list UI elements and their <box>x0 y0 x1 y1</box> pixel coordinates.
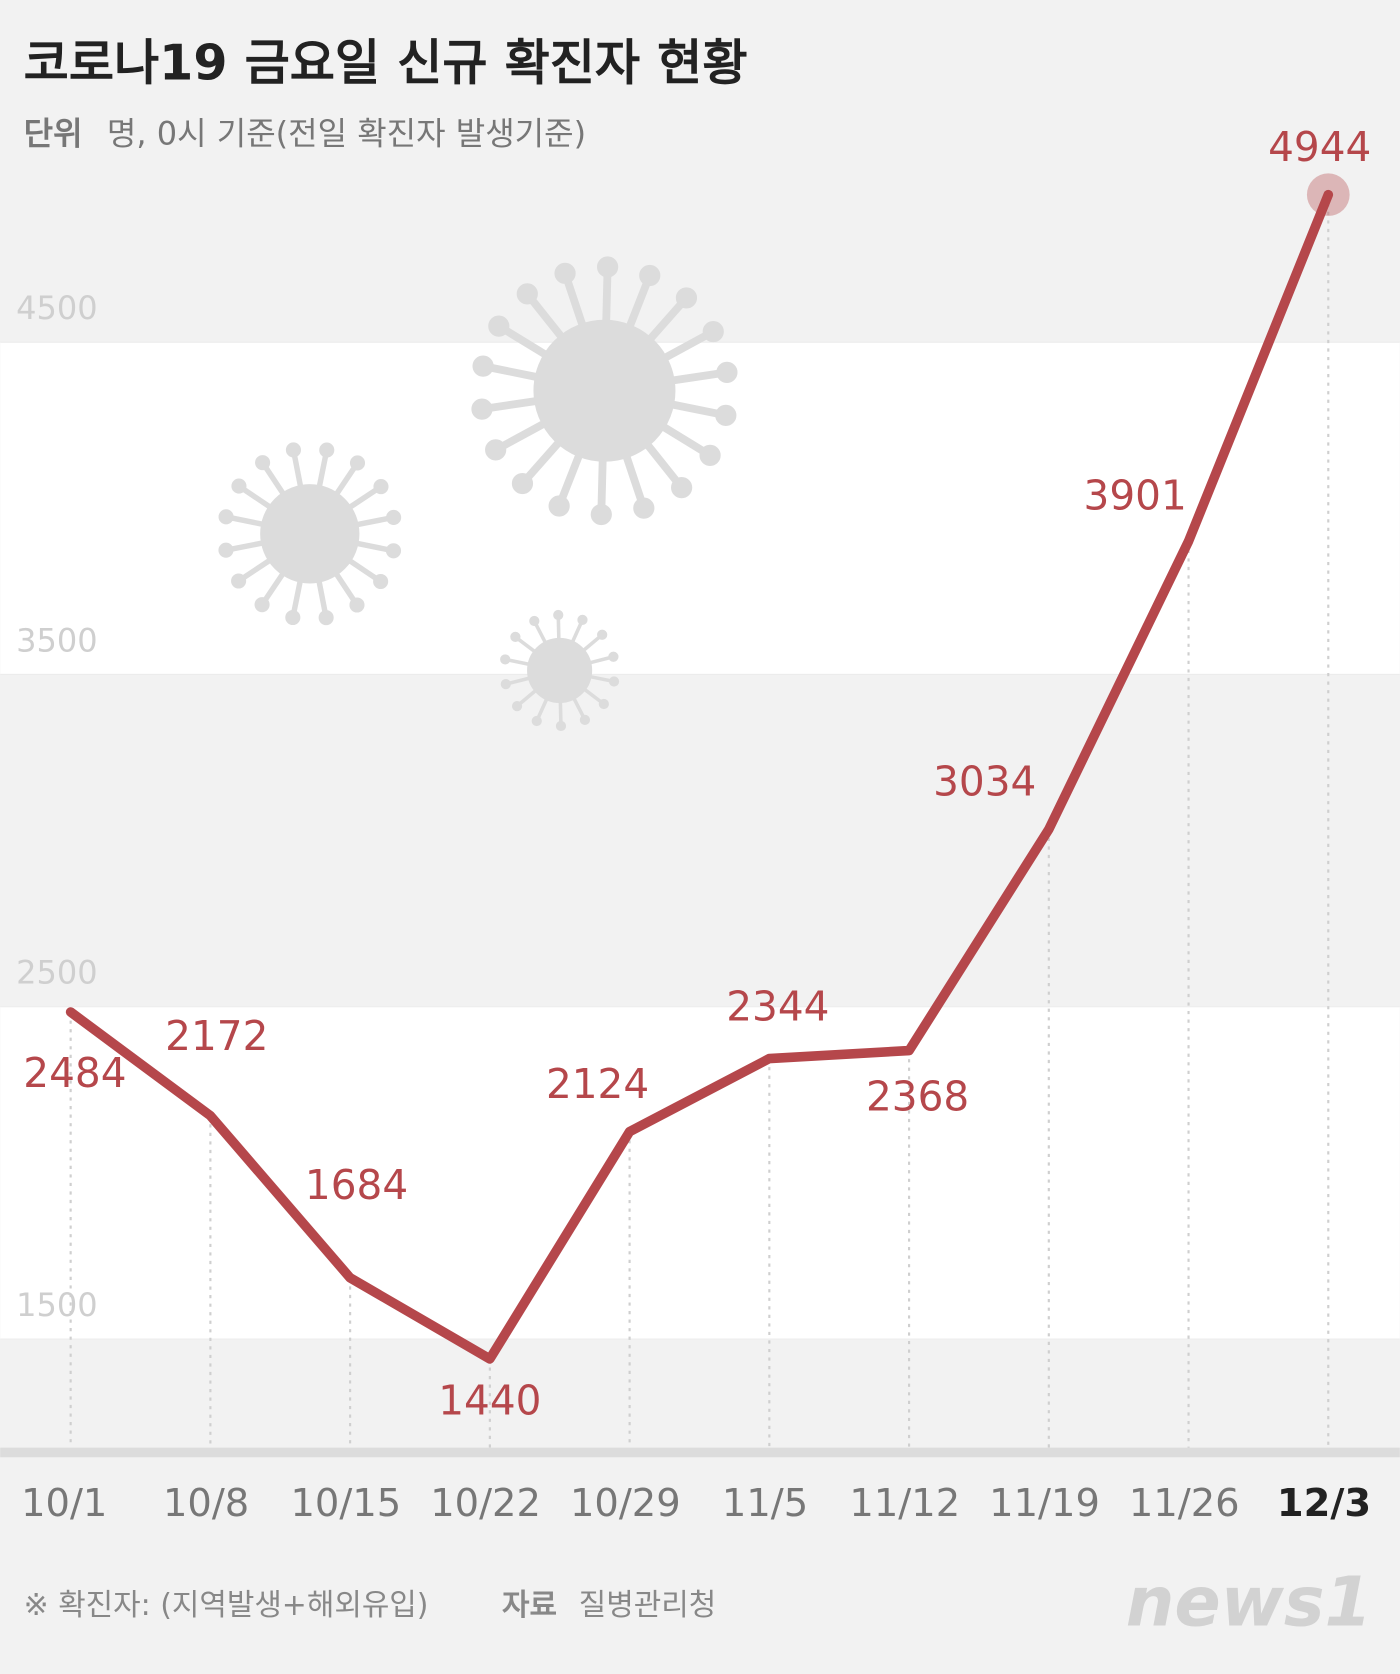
source-label: 자료 <box>502 1588 557 1623</box>
virus-tip <box>699 444 721 466</box>
virus-tip <box>597 629 608 640</box>
virus-tip <box>386 509 402 525</box>
x-tick-label: 10/1 <box>21 1481 107 1526</box>
virus-tip <box>511 472 534 495</box>
data-label: 2124 <box>546 1060 649 1108</box>
virus-tip <box>598 698 609 710</box>
virus-body <box>527 637 593 704</box>
virus-tip <box>716 361 738 383</box>
virus-tip <box>554 262 576 284</box>
data-label: 4944 <box>1268 123 1371 171</box>
source: 질병관리청 <box>579 1588 716 1623</box>
virus-tip <box>510 631 521 643</box>
y-tick-label: 2500 <box>16 954 97 992</box>
unit-label: 단위 <box>24 115 83 153</box>
virus-tip <box>639 264 661 287</box>
band <box>0 1006 1400 1339</box>
data-label: 2484 <box>23 1049 126 1097</box>
logo: news1 <box>1126 1563 1372 1642</box>
virus-tip <box>702 320 724 343</box>
virus-tip <box>633 497 655 519</box>
virus-tip <box>349 597 365 613</box>
highlight-point <box>1306 173 1350 217</box>
data-label: 2368 <box>866 1073 969 1121</box>
virus-tip <box>373 573 389 590</box>
virus-tip <box>608 651 619 662</box>
virus-tip <box>485 439 507 461</box>
virus-tip <box>553 609 564 621</box>
virus-tip <box>472 355 494 377</box>
line <box>65 189 1334 1364</box>
virus-tip <box>511 701 523 712</box>
virus-tip <box>349 455 366 471</box>
virus-body <box>260 484 360 584</box>
virus-tip <box>671 477 693 499</box>
virus-tip <box>488 315 510 337</box>
virus-tip <box>500 679 511 690</box>
virus-tip <box>218 509 234 525</box>
data-label: 3034 <box>933 757 1036 805</box>
virus-tip <box>231 573 247 589</box>
x-tick-label: 10/29 <box>570 1481 681 1526</box>
virus-tip <box>500 654 511 665</box>
y-tick-label: 1500 <box>16 1286 97 1324</box>
note: ※ 확진자: (지역발생+해외유입) <box>24 1588 429 1623</box>
virus-tip <box>715 404 737 426</box>
virus-tip <box>597 256 619 278</box>
virus-tip <box>548 495 570 517</box>
subtitle: 명, 0시 기준(전일 확진자 발생기준) <box>107 115 586 153</box>
data-label: 2344 <box>726 982 829 1030</box>
virus-tip <box>608 676 620 687</box>
virus-tip <box>373 479 389 495</box>
data-label: 2172 <box>165 1012 268 1060</box>
x-tick-label: 11/12 <box>849 1481 960 1526</box>
virus-tip <box>255 455 271 471</box>
y-tick-label: 3500 <box>16 621 97 659</box>
x-tick-label: 10/8 <box>163 1481 249 1526</box>
virus-tip <box>385 543 402 559</box>
virus-tip <box>590 503 612 526</box>
x-tick-label: 12/3 <box>1277 1481 1371 1526</box>
virus-tip <box>254 597 270 613</box>
virus-body <box>533 319 676 462</box>
band <box>0 342 1400 675</box>
virus-tip <box>516 283 538 305</box>
x-tick-label: 11/19 <box>989 1481 1100 1526</box>
virus-tip <box>471 398 493 420</box>
virus-tip <box>675 287 698 309</box>
x-axis <box>0 1447 1400 1458</box>
virus-tip <box>218 542 234 558</box>
virus-tip <box>579 714 591 725</box>
x-tick-label: 11/5 <box>722 1481 808 1526</box>
data-label: 1684 <box>305 1161 408 1209</box>
virus-tip <box>319 442 335 458</box>
chart-title: 코로나19 금요일 신규 확진자 현황 <box>24 34 748 92</box>
virus-decoration <box>218 256 738 732</box>
virus-tip <box>285 442 301 458</box>
x-tick-label: 10/15 <box>290 1481 401 1526</box>
virus-tip <box>285 609 301 626</box>
virus-tip <box>555 720 567 732</box>
data-label: 1440 <box>438 1377 541 1425</box>
y-tick-label: 4500 <box>16 289 97 327</box>
virus-tip <box>529 615 540 627</box>
virus-tip <box>318 610 334 626</box>
virus-tip <box>577 614 588 625</box>
x-tick-label: 10/22 <box>430 1481 541 1526</box>
virus-tip <box>531 715 542 727</box>
data-label: 3901 <box>1084 472 1187 520</box>
plot: 2484 2172 1684 1440 2124 2344 2368 3034 3901 4944… <box>0 123 1400 1526</box>
virus-tip <box>231 478 247 494</box>
bands: 1500 2500 3500 4500 <box>0 289 1400 1340</box>
x-tick-label: 11/26 <box>1129 1481 1240 1526</box>
